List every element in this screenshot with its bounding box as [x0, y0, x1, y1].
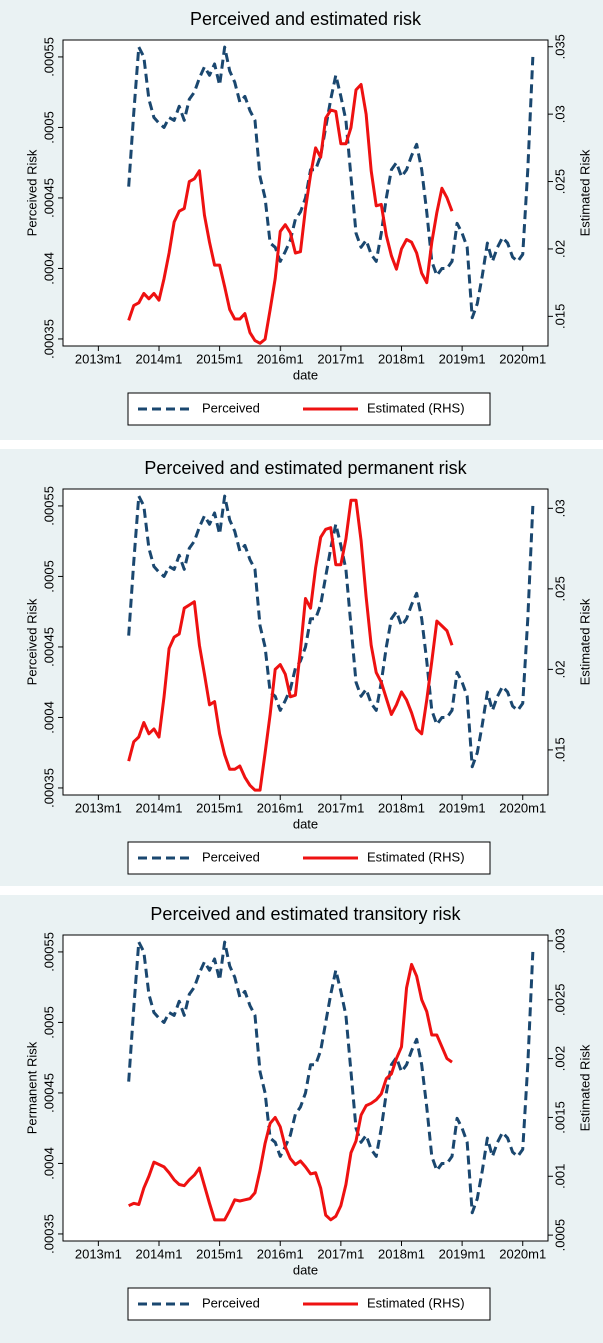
y2-tick-label: .025 — [552, 169, 567, 194]
x-axis-title: date — [293, 1262, 318, 1277]
x-tick-label: 2014m1 — [135, 351, 182, 366]
x-tick-label: 2014m1 — [135, 1246, 182, 1261]
legend-label: Perceived — [202, 849, 260, 864]
y2-tick-label: .025 — [552, 576, 567, 601]
y2-tick-label: .001 — [552, 1164, 567, 1189]
y2-tick-label: .0015 — [552, 1101, 567, 1134]
y2-tick-label: .035 — [552, 34, 567, 59]
legend-label: Perceived — [202, 400, 260, 415]
y2-axis-title: Estimated Risk — [577, 598, 592, 685]
x-tick-label: 2016m1 — [257, 351, 304, 366]
y-tick-label: .00035 — [41, 1214, 56, 1254]
x-tick-label: 2015m1 — [196, 351, 243, 366]
x-tick-label: 2020m1 — [499, 800, 546, 815]
series-line — [127, 45, 535, 320]
x-tick-label: 2017m1 — [317, 351, 364, 366]
legend-label: Estimated (RHS) — [367, 849, 465, 864]
legend-label: Estimated (RHS) — [367, 400, 465, 415]
y2-axis-title: Estimated Risk — [577, 1044, 592, 1131]
y-tick-label: .0004 — [41, 252, 56, 285]
x-axis-title: date — [293, 367, 318, 382]
y2-tick-label: .003 — [552, 928, 567, 953]
series-line — [127, 494, 535, 769]
x-tick-label: 2017m1 — [317, 800, 364, 815]
y2-tick-label: .015 — [552, 737, 567, 762]
legend-label: Estimated (RHS) — [367, 1295, 465, 1310]
x-tick-label: 2019m1 — [439, 351, 486, 366]
x-tick-label: 2016m1 — [257, 1246, 304, 1261]
y-tick-label: .00035 — [41, 319, 56, 359]
y2-axis-title: Estimated Risk — [577, 149, 592, 236]
y2-tick-label: .03 — [552, 499, 567, 517]
x-tick-label: 2020m1 — [499, 351, 546, 366]
y-tick-label: .00055 — [41, 486, 56, 526]
x-tick-label: 2019m1 — [439, 1246, 486, 1261]
y-tick-label: .00045 — [41, 627, 56, 667]
chart-title: Perceived and estimated transitory risk — [150, 904, 461, 924]
series-line — [127, 498, 454, 792]
y2-tick-label: .0025 — [552, 983, 567, 1016]
y2-tick-label: .015 — [552, 304, 567, 329]
series-line — [127, 940, 535, 1215]
y-axis-title: Perceived Risk — [24, 598, 39, 685]
x-tick-label: 2015m1 — [196, 800, 243, 815]
y-tick-label: .0005 — [41, 1006, 56, 1039]
x-tick-label: 2018m1 — [378, 1246, 425, 1261]
y-tick-label: .0004 — [41, 701, 56, 734]
y-tick-label: .00055 — [41, 932, 56, 972]
y-tick-label: .00055 — [41, 37, 56, 77]
y-tick-label: .0005 — [41, 560, 56, 593]
x-tick-label: 2017m1 — [317, 1246, 364, 1261]
series-line — [127, 82, 454, 345]
y-tick-label: .00045 — [41, 1073, 56, 1113]
series-line — [128, 962, 453, 1222]
x-tick-label: 2020m1 — [499, 1246, 546, 1261]
x-tick-label: 2013m1 — [75, 1246, 122, 1261]
y2-tick-label: .0005 — [552, 1219, 567, 1252]
chart-title: Perceived and estimated permanent risk — [144, 458, 467, 478]
y2-tick-label: .03 — [552, 105, 567, 123]
y2-tick-label: .02 — [552, 660, 567, 678]
x-tick-label: 2018m1 — [378, 800, 425, 815]
y-tick-label: .00035 — [41, 768, 56, 808]
y-tick-label: .0004 — [41, 1147, 56, 1180]
x-axis-title: date — [293, 816, 318, 831]
y-axis-title: Perceived Risk — [24, 149, 39, 236]
legend-label: Perceived — [202, 1295, 260, 1310]
x-tick-label: 2016m1 — [257, 800, 304, 815]
y-tick-label: .0005 — [41, 111, 56, 144]
y-axis-title: Permanent Risk — [24, 1041, 39, 1134]
x-tick-label: 2013m1 — [75, 351, 122, 366]
x-tick-label: 2015m1 — [196, 1246, 243, 1261]
chart-title: Perceived and estimated risk — [190, 9, 422, 29]
y2-tick-label: .02 — [552, 240, 567, 258]
x-tick-label: 2014m1 — [135, 800, 182, 815]
plot-area — [62, 488, 549, 796]
x-tick-label: 2013m1 — [75, 800, 122, 815]
x-tick-label: 2019m1 — [439, 800, 486, 815]
y2-tick-label: .002 — [552, 1046, 567, 1071]
plot-area — [62, 934, 549, 1242]
x-tick-label: 2018m1 — [378, 351, 425, 366]
y-tick-label: .00045 — [41, 178, 56, 218]
